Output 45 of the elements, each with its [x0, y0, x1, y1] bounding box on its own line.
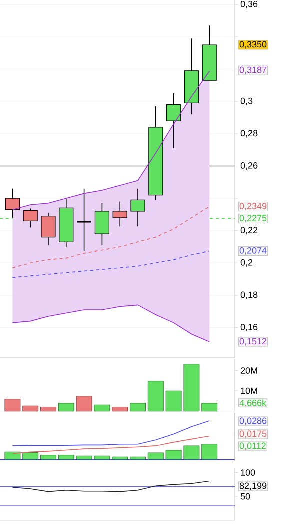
- bar: [148, 380, 164, 412]
- bar: [130, 403, 146, 412]
- text: 0,0286: [240, 418, 267, 426]
- y-tick-label: 0,2: [240, 259, 253, 267]
- candlestick: [5, 188, 20, 218]
- y-tick-label: 10M: [241, 388, 258, 394]
- bar: [76, 396, 92, 412]
- text: 0,3350: [240, 41, 267, 49]
- text: 0,2349: [240, 203, 267, 211]
- y-tick-label: 0,26: [240, 162, 258, 170]
- text: 0,0175: [240, 430, 267, 438]
- bar: [202, 403, 218, 412]
- bar: [112, 406, 128, 412]
- bar: [22, 406, 39, 412]
- text: 0,0112: [240, 442, 266, 450]
- y-tick-label: 0,36: [240, 0, 258, 8]
- bar: [40, 406, 56, 412]
- line-series: [12, 480, 210, 492]
- y-tick-label: 20M: [240, 368, 258, 374]
- candlestick: [76, 188, 92, 252]
- text: 0,2275: [240, 215, 267, 223]
- bar: [4, 399, 21, 412]
- y-tick-label: 0,16: [240, 324, 258, 332]
- y-tick-label: 0,22: [240, 227, 258, 235]
- candlestick: [41, 212, 56, 246]
- y-tick-label: 50: [240, 493, 250, 500]
- text: 82,199: [240, 482, 267, 490]
- text: 4.666k: [240, 400, 267, 406]
- candlestick: [112, 201, 128, 228]
- candlestick: [23, 208, 38, 228]
- text: 0,3187: [240, 66, 267, 74]
- text: 0,2074: [240, 247, 267, 255]
- bar: [58, 403, 74, 412]
- line-series: [12, 304, 210, 342]
- candlestick: [130, 188, 146, 228]
- bar: [94, 404, 110, 412]
- y-tick-label: 0,18: [240, 292, 258, 300]
- line-series: [12, 206, 210, 268]
- y-tick-label: 0,28: [240, 130, 258, 138]
- candlestick: [94, 202, 110, 246]
- candlestick: [166, 93, 182, 149]
- y-tick-label: 100: [241, 470, 256, 476]
- text: 0,1512: [240, 338, 267, 346]
- bar: [202, 444, 218, 460]
- y-tick-label: 0,3: [240, 98, 253, 106]
